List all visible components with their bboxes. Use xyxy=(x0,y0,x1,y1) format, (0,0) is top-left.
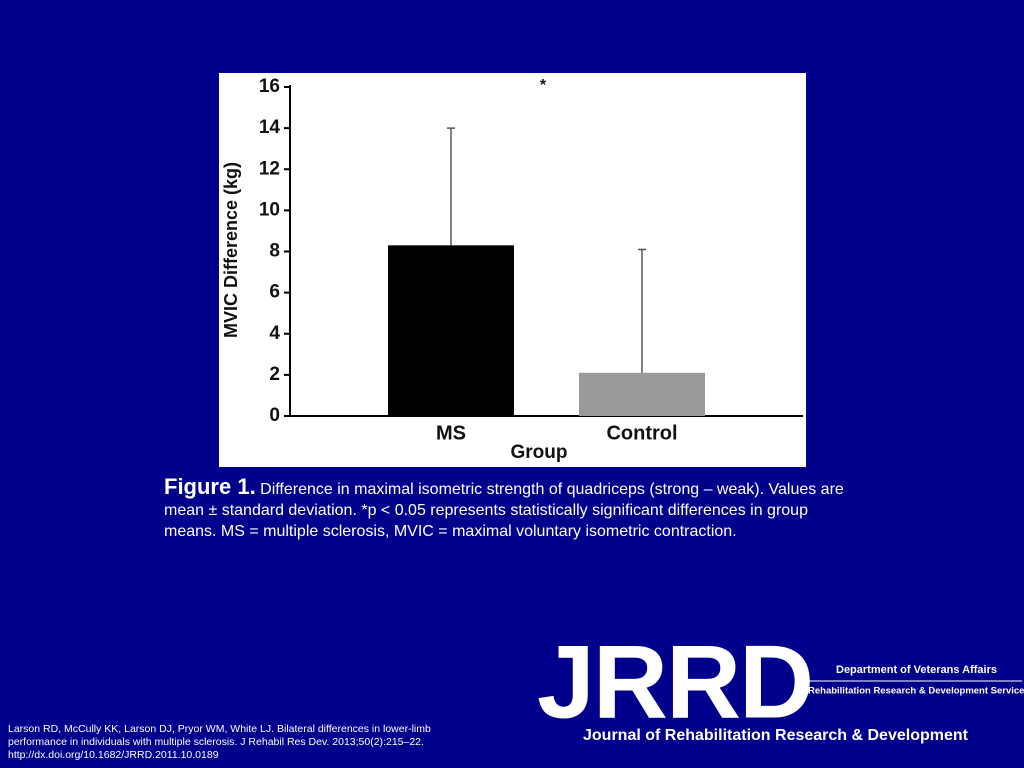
y-tick-label: 10 xyxy=(259,199,280,220)
y-tick-label: 2 xyxy=(269,364,280,385)
y-tick-label: 12 xyxy=(259,158,280,179)
annotation: * xyxy=(540,77,547,94)
y-tick-label: 0 xyxy=(269,405,280,426)
y-tick-label: 14 xyxy=(259,117,281,138)
bar xyxy=(579,372,705,416)
x-tick-label: MS xyxy=(436,422,466,444)
y-tick-label: 8 xyxy=(269,241,280,262)
caption-label: Figure 1. xyxy=(164,474,256,499)
caption-text: Difference in maximal isometric strength… xyxy=(164,481,844,540)
logo-service: Rehabilitation Research & Development Se… xyxy=(808,686,1024,697)
y-tick-label: 4 xyxy=(269,323,280,344)
x-tick-label: Control xyxy=(606,422,677,444)
x-axis-label: Group xyxy=(511,442,568,463)
citation-line: performance in individuals with multiple… xyxy=(8,736,424,748)
logo-acronym: JRRD xyxy=(537,624,812,740)
logo-journal: Journal of Rehabilitation Research & Dev… xyxy=(583,727,969,744)
bar xyxy=(388,245,514,416)
y-axis-label: MVIC Difference (kg) xyxy=(221,162,241,338)
citation: Larson RD, McCully KK, Larson DJ, Pryor … xyxy=(8,723,431,762)
citation-line: http://dx.doi.org/10.1682/JRRD.2011.10.0… xyxy=(8,749,219,761)
y-tick-label: 6 xyxy=(269,282,280,303)
citation-line: Larson RD, McCully KK, Larson DJ, Pryor … xyxy=(8,723,431,735)
caption: Figure 1. Difference in maximal isometri… xyxy=(164,476,854,542)
logo-department: Department of Veterans Affairs xyxy=(836,664,997,676)
y-tick-label: 16 xyxy=(259,76,280,97)
